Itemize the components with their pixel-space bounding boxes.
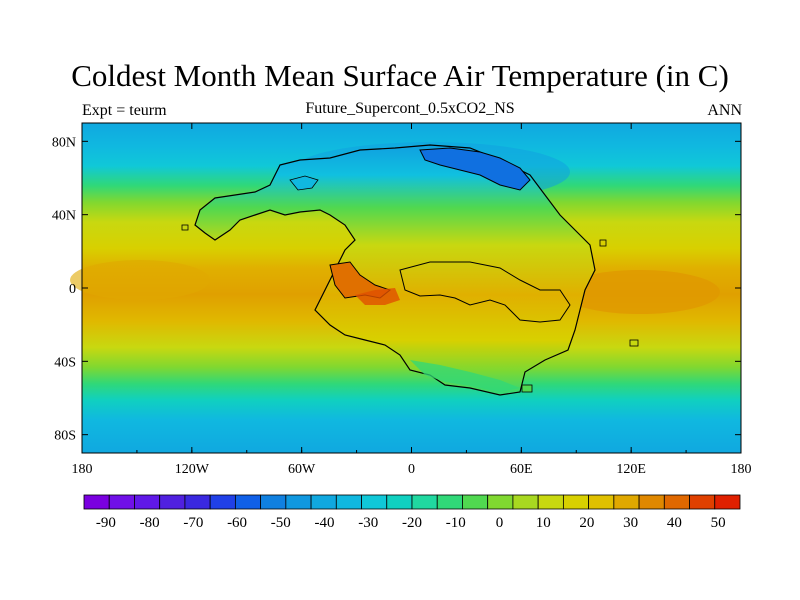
colorbar-swatch [361,494,388,510]
colorbar-label: -70 [183,515,203,531]
warm-anomaly-east-pacific [560,270,720,314]
y-tick-label: 40S [54,355,76,370]
island [599,239,607,247]
y-tick-label: 80N [52,135,76,150]
x-tick-label: 180 [731,462,752,477]
colorbar-swatch [159,494,186,510]
x-tick-label: 120W [175,462,210,477]
x-axis-ticks: 180 120W 60W 0 60E 120E 180 [72,123,752,477]
colorbar-swatch [310,494,337,510]
colorbar-swatch [83,494,110,510]
colorbar-label: -50 [271,515,291,531]
colorbar-swatch [689,494,716,510]
colorbar-swatch [411,494,438,510]
x-tick-label: 120E [616,462,646,477]
supercontinent [194,144,596,396]
northwest-lake [289,175,319,191]
warm-anomaly-west [70,260,210,300]
colorbar-swatch [386,494,413,510]
y-tick-label: 80S [54,429,76,444]
island [629,339,639,347]
island [181,224,189,231]
colorbar-swatch [714,494,741,510]
colorbar-swatch [209,494,236,510]
colorbar-label: -10 [446,515,466,531]
northern-lake [419,147,531,191]
chart-title: Coldest Month Mean Surface Air Temperatu… [71,58,729,93]
island [521,384,533,393]
inner-coast-line [399,261,571,323]
colorbar-label: 10 [536,515,551,531]
x-tick-label: 60E [510,462,533,477]
colorbar-swatch [663,494,690,510]
colorbar-swatch [487,494,514,510]
map-area [70,123,741,453]
colorbar-swatch [108,494,135,510]
colorbar: -90 -80 -70 -60 -50 -40 -30 -20 -10 0 10 20 30 40 50 [83,494,741,531]
colorbar-swatch [335,494,362,510]
colorbar-swatch [184,494,211,510]
colorbar-swatch [134,494,161,510]
colorbar-label: -30 [358,515,378,531]
colorbar-swatch [562,494,590,510]
colorbar-label: -80 [140,515,160,531]
colorbar-label: -90 [96,515,116,531]
colorbar-swatch [613,494,640,510]
colorbar-swatch [462,494,489,510]
colorbar-swatch [260,494,287,510]
colorbar-label: -60 [227,515,247,531]
southern-cold-coast [410,360,520,392]
y-tick-label: 0 [69,282,76,297]
x-tick-label: 60W [288,462,316,477]
colorbar-swatch [285,494,312,510]
warm-interior-region [355,288,400,305]
y-axis-ticks: 80N 40N 0 40S 80S [52,135,741,444]
colorbar-label: 30 [623,515,638,531]
colorbar-label: -20 [402,515,422,531]
colorbar-label: 0 [496,515,504,531]
colorbar-swatch [512,494,539,510]
colorbar-swatch [234,494,262,510]
colorbar-swatch [638,494,665,510]
season-label: ANN [707,102,742,119]
experiment-label: Expt = teurm [82,102,167,119]
colorbar-swatch [436,494,463,510]
colorbar-label: 40 [667,515,682,531]
x-tick-label: 180 [72,462,93,477]
x-tick-label: 0 [408,462,415,477]
chart-subtitle: Future_Supercont_0.5xCO2_NS [305,100,515,117]
colorbar-label: 50 [711,515,726,531]
colorbar-label: -40 [315,515,335,531]
colorbar-swatch [537,494,564,510]
colorbar-label: 20 [579,515,594,531]
colorbar-swatch [588,494,615,510]
y-tick-label: 40N [52,209,76,224]
